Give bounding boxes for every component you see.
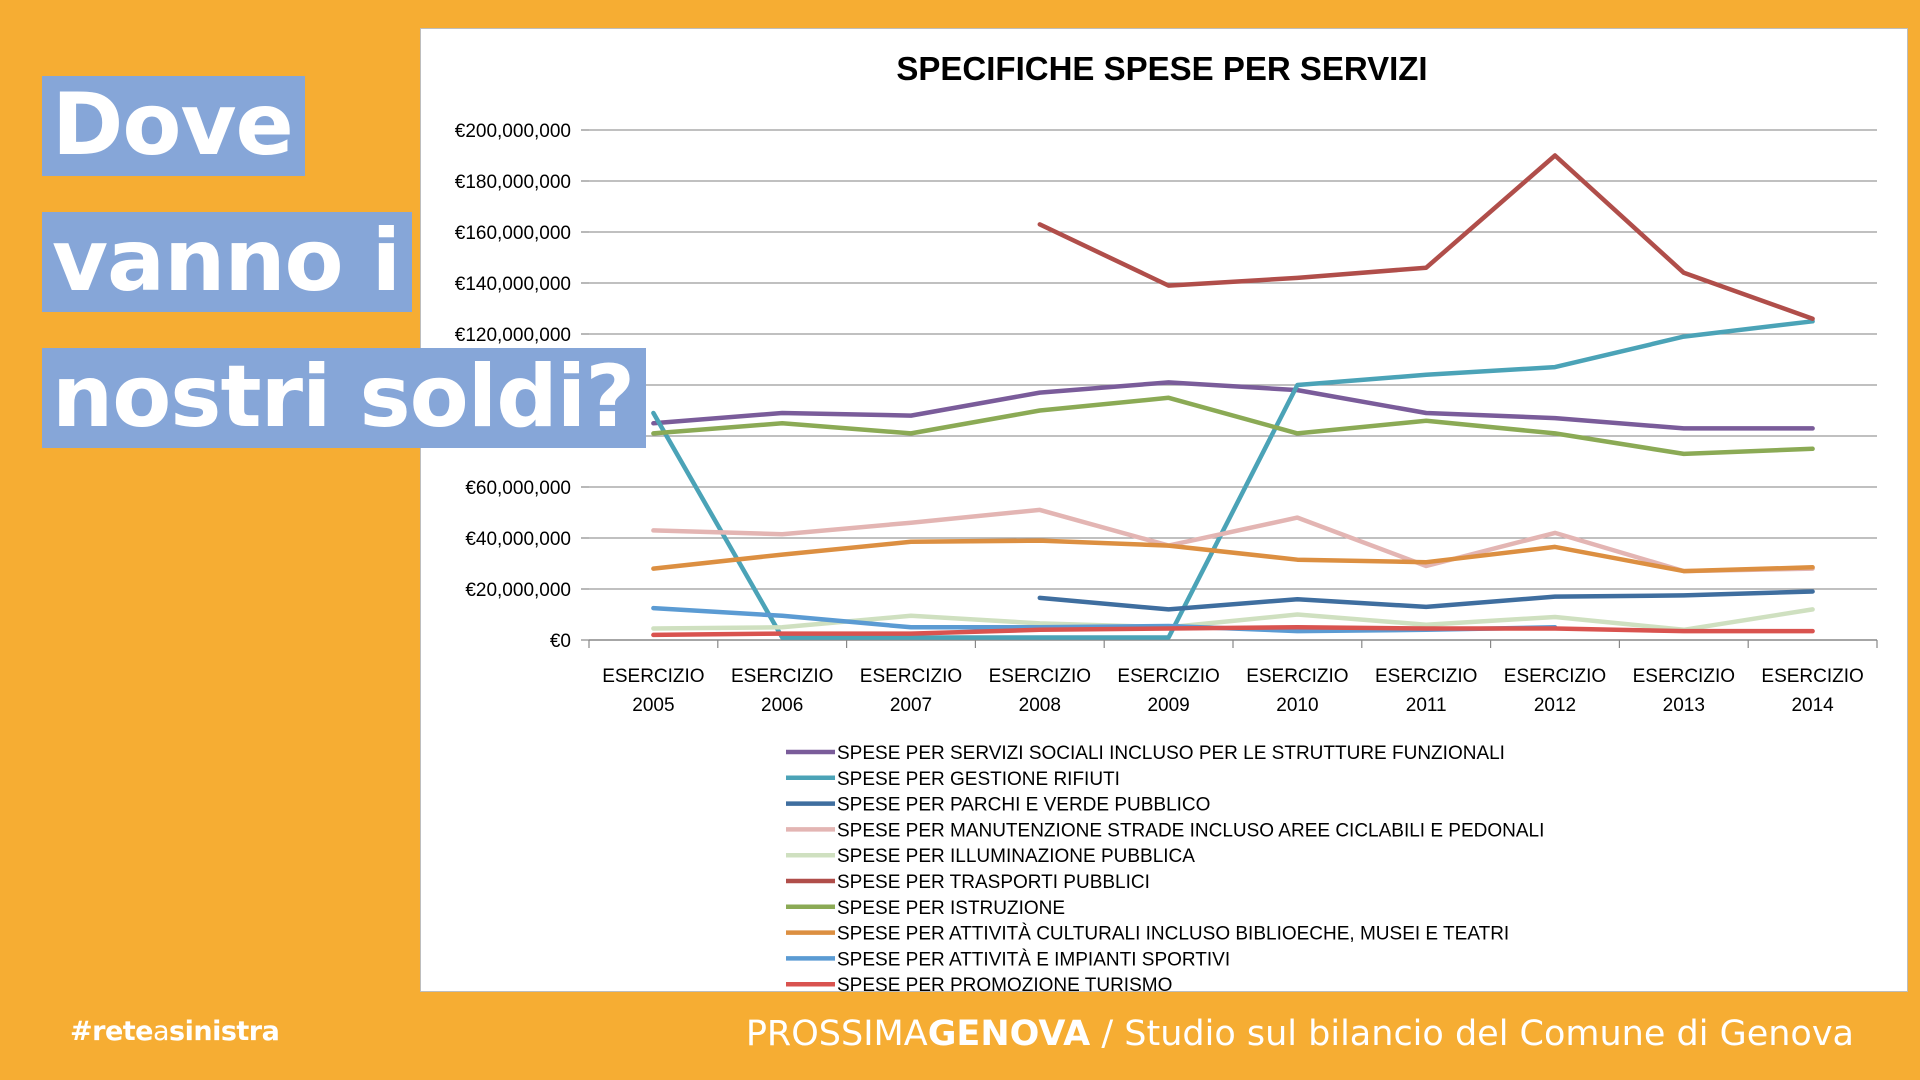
x-tick-label: ESERCIZIO 2007: [860, 666, 962, 716]
legend-label: SPESE PER PROMOZIONE TURISMO: [837, 975, 1172, 993]
hashtag-part-2: a: [152, 1016, 170, 1047]
y-tick-label: €120,000,000: [455, 325, 571, 346]
series-line-6: [1037, 153, 1815, 321]
legend-label: SPESE PER SERVIZI SOCIALI INCLUSO PER LE…: [837, 743, 1505, 764]
brand-prossima: PROSSIMA: [745, 1014, 928, 1054]
series-lines: [651, 153, 1815, 640]
y-tick-label: €60,000,000: [465, 478, 571, 499]
y-tick-label: €0: [550, 631, 571, 652]
series-line-2: [651, 319, 1815, 640]
series-line-8: [651, 538, 1815, 574]
y-tick-label: €20,000,000: [465, 580, 571, 601]
y-tick-label: €140,000,000: [455, 274, 571, 295]
x-tick-label: ESERCIZIO 2011: [1375, 666, 1477, 716]
x-tick-label: ESERCIZIO 2014: [1761, 666, 1863, 716]
legend-label: SPESE PER ATTIVITÀ E IMPIANTI SPORTIVI: [837, 949, 1230, 970]
headline-line-1: Dove: [42, 76, 305, 176]
hashtag: #reteasinistra: [70, 1016, 280, 1047]
series-line-7: [651, 395, 1815, 457]
series-line-3: [1037, 589, 1815, 612]
y-tick-label: €180,000,000: [455, 172, 571, 193]
legend-label: SPESE PER ATTIVITÀ CULTURALI INCLUSO BIB…: [837, 924, 1509, 945]
footer-subtitle: / Studio sul bilancio del Comune di Geno…: [1090, 1014, 1854, 1054]
legend-label: SPESE PER ISTRUZIONE: [837, 898, 1065, 919]
hashtag-part-3: sinistra: [169, 1016, 280, 1047]
x-axis-ticks: ESERCIZIO 2005 ESERCIZIO 2006 ESERCIZIO 2007 E…: [588, 640, 1878, 716]
legend-label: SPESE PER PARCHI E VERDE PUBBLICO: [837, 795, 1210, 816]
x-tick-label: ESERCIZIO 2010: [1246, 666, 1348, 716]
y-tick-label: €40,000,000: [465, 529, 571, 550]
x-tick-label: ESERCIZIO 2013: [1633, 666, 1735, 716]
hashtag-part-1: #rete: [70, 1016, 153, 1047]
footer-source: PROSSIMAGENOVA / Studio sul bilancio del…: [746, 1014, 1854, 1054]
x-tick-label: ESERCIZIO 2009: [1117, 666, 1219, 716]
headline: Dove vanno i nostri soldi?: [42, 76, 647, 484]
chart-title: SPECIFICHE SPESE PER SERVIZI: [896, 50, 1427, 87]
x-tick-label: ESERCIZIO 2008: [989, 666, 1091, 716]
brand-genova: GENOVA: [927, 1014, 1091, 1054]
series-line-4: [651, 507, 1815, 574]
series-line-1: [651, 380, 1815, 431]
y-tick-label: €160,000,000: [455, 223, 571, 244]
series-line-10: [651, 625, 1815, 638]
legend-label: SPESE PER TRASPORTI PUBBLICI: [837, 872, 1150, 893]
x-tick-label: ESERCIZIO 2006: [731, 666, 833, 716]
chart-panel: SPECIFICHE SPESE PER SERVIZI €0 €20,000,0…: [420, 28, 1908, 993]
x-tick-label: ESERCIZIO 2005: [602, 666, 704, 716]
legend: SPESE PER SERVIZI SOCIALI INCLUSO PER LE…: [786, 743, 1544, 993]
x-tick-label: ESERCIZIO 2012: [1504, 666, 1606, 716]
legend-label: SPESE PER GESTIONE RIFIUTI: [837, 769, 1120, 790]
headline-line-3: nostri soldi?: [42, 348, 647, 448]
headline-line-2: vanno i: [42, 212, 413, 312]
y-tick-label: €200,000,000: [455, 121, 571, 142]
legend-label: SPESE PER MANUTENZIONE STRADE INCLUSO AR…: [837, 820, 1544, 841]
legend-label: SPESE PER ILLUMINAZIONE PUBBLICA: [837, 846, 1195, 867]
